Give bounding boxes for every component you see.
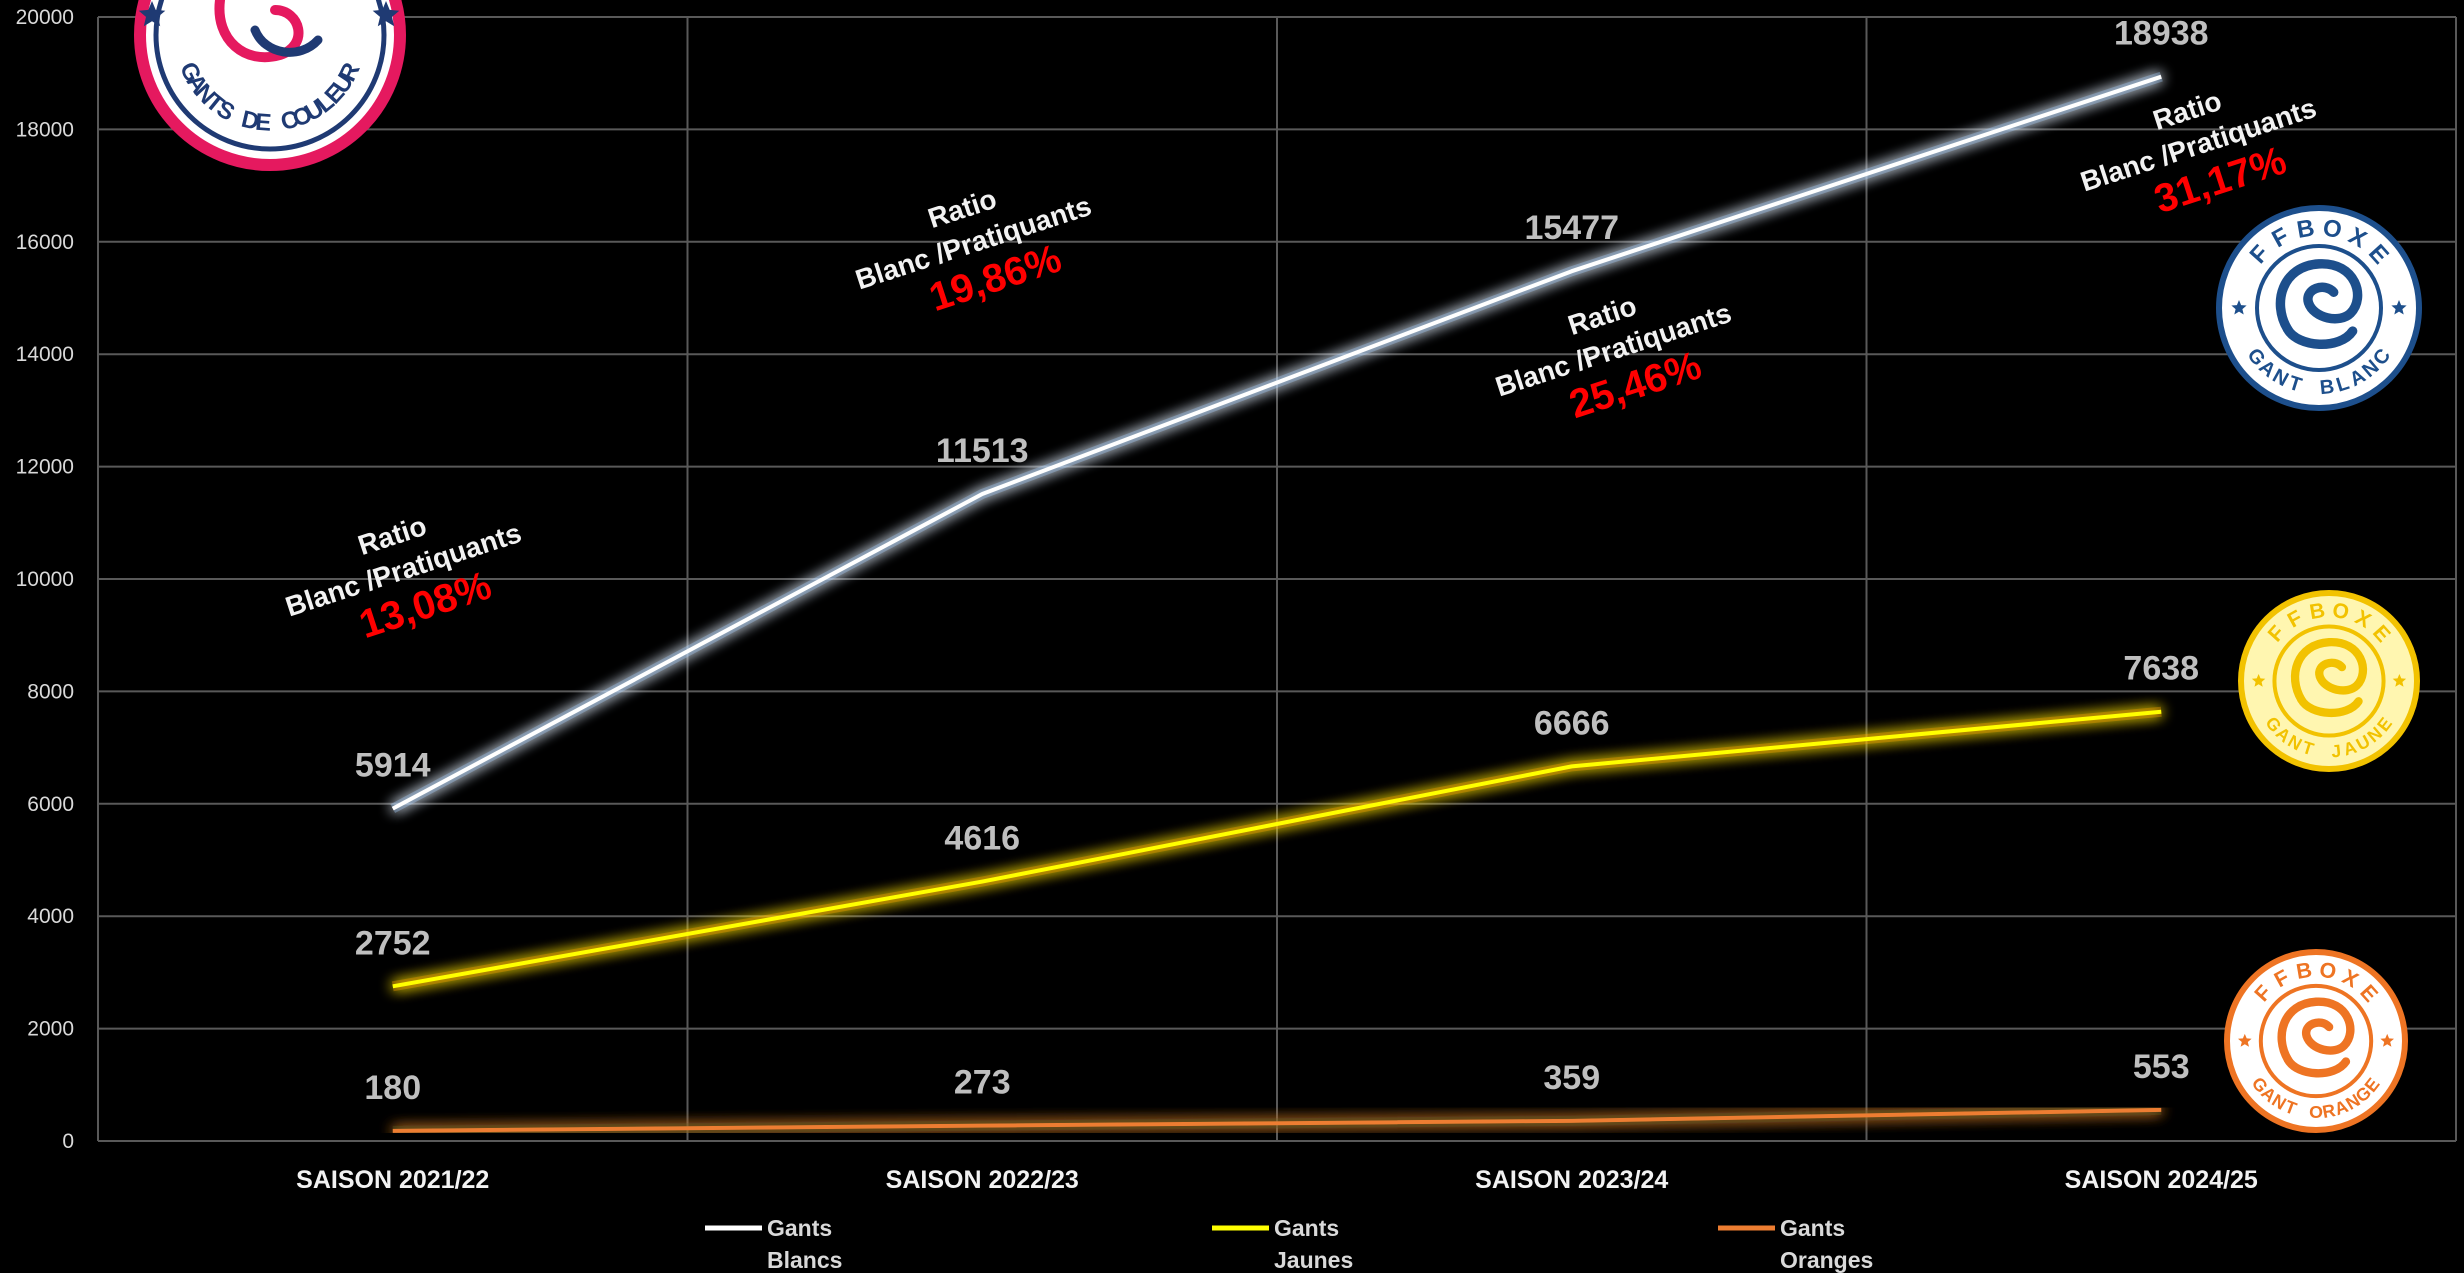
glove-stroke bbox=[2277, 997, 2355, 1064]
series-gants-blancs bbox=[390, 71, 2163, 814]
series-line bbox=[392, 709, 2162, 989]
star-icon bbox=[2380, 1033, 2394, 1047]
y-tick-label: 0 bbox=[62, 1130, 74, 1153]
y-axis-ticks: 0 2000 4000 6000 8000 10000 12000 14000 16000 180… bbox=[16, 6, 74, 1153]
legend-item: Gants Jaunes bbox=[1212, 1215, 1353, 1273]
y-tick-label: 10000 bbox=[16, 568, 74, 591]
series-lines bbox=[390, 71, 2163, 1136]
glove-icon bbox=[2277, 997, 2355, 1078]
badge-ring bbox=[2216, 205, 2422, 411]
logo-letter: B bbox=[2295, 214, 2317, 244]
data-label: 4616 bbox=[944, 820, 1020, 858]
glove-cuff bbox=[2283, 1055, 2351, 1078]
legend: Gants Blancs Gants Jaunes Gants Oranges bbox=[705, 1215, 1873, 1273]
glove-icon bbox=[2290, 638, 2368, 718]
data-label: 11513 bbox=[936, 432, 1029, 470]
logo-inner-ring bbox=[153, 0, 387, 152]
logo-letter: B bbox=[2319, 376, 2336, 399]
legend-item: Gants Oranges bbox=[1718, 1215, 1873, 1273]
series-line bbox=[392, 1107, 2162, 1133]
data-label: 273 bbox=[954, 1064, 1011, 1102]
data-labels: 5914 11513 15477 18938 2752 4616 6666 7638 180 27… bbox=[355, 15, 2209, 1107]
x-axis-categories: SAISON 2021/22 SAISON 2022/23 SAISON 2023/… bbox=[296, 1166, 2258, 1194]
glove-stroke bbox=[2275, 259, 2363, 334]
star-icon bbox=[2238, 1033, 2252, 1047]
series-gants-oranges bbox=[392, 1104, 2162, 1136]
series-gants-jaunes bbox=[391, 706, 2162, 992]
logo-ring bbox=[134, 0, 406, 171]
y-tick-label: 16000 bbox=[16, 231, 74, 254]
legend-label: Gants bbox=[1274, 1215, 1339, 1241]
legend-label: Oranges bbox=[1780, 1247, 1873, 1273]
logo-letter: O bbox=[2321, 214, 2344, 244]
glove-stroke bbox=[250, 25, 323, 57]
legend-label: Blancs bbox=[767, 1247, 842, 1273]
gridlines bbox=[97, 16, 2457, 1142]
y-tick-label: 2000 bbox=[27, 1018, 74, 1041]
data-label: 180 bbox=[364, 1069, 421, 1107]
series-line bbox=[391, 74, 2162, 811]
data-label: 2752 bbox=[355, 924, 431, 962]
data-label: 5914 bbox=[355, 747, 431, 785]
x-category-label: SAISON 2023/24 bbox=[1475, 1166, 1668, 1194]
y-tick-label: 8000 bbox=[27, 680, 74, 703]
logo-letter: J bbox=[2330, 741, 2342, 762]
badge-ring bbox=[2224, 949, 2408, 1133]
x-category-label: SAISON 2021/22 bbox=[296, 1166, 489, 1194]
data-label: 18938 bbox=[2114, 15, 2209, 53]
y-tick-label: 6000 bbox=[27, 793, 74, 816]
y-tick-label: 18000 bbox=[16, 118, 74, 141]
star-icon bbox=[372, 1, 400, 27]
badge-inner-ring bbox=[2258, 983, 2374, 1099]
data-label: 15477 bbox=[1524, 209, 1619, 247]
star-icon bbox=[2391, 300, 2407, 315]
x-category-label: SAISON 2024/25 bbox=[2065, 1166, 2258, 1194]
star-icon bbox=[2231, 300, 2247, 315]
y-tick-label: 4000 bbox=[27, 905, 74, 928]
data-label: 7638 bbox=[2123, 650, 2199, 688]
legend-label: Jaunes bbox=[1274, 1247, 1353, 1273]
logo-letter: O bbox=[2309, 1102, 2323, 1122]
y-tick-label: 12000 bbox=[16, 456, 74, 479]
glove-icon bbox=[2275, 259, 2363, 349]
logo-letter: A bbox=[2341, 737, 2359, 760]
star-icon bbox=[2251, 674, 2266, 687]
data-label: 553 bbox=[2133, 1048, 2190, 1086]
legend-label: Gants bbox=[1780, 1215, 1845, 1241]
logo-letter: R bbox=[2321, 1100, 2337, 1122]
legend-label: Gants bbox=[767, 1215, 832, 1241]
data-label: 6666 bbox=[1534, 704, 1610, 742]
logo-letter: B bbox=[2308, 599, 2327, 624]
logo-letter: B bbox=[2295, 958, 2314, 984]
star-icon bbox=[138, 1, 166, 27]
logo-letter: C bbox=[278, 106, 301, 136]
logo-letter: D bbox=[239, 106, 262, 136]
logo-letter: E bbox=[254, 109, 272, 137]
legend-item: Gants Blancs bbox=[705, 1215, 842, 1273]
badge-inner-ring bbox=[2255, 244, 2383, 372]
data-label: 359 bbox=[1543, 1059, 1600, 1097]
logo-letter: O bbox=[2331, 599, 2351, 624]
badge-ring bbox=[2238, 590, 2420, 772]
glove-cuff bbox=[2282, 324, 2358, 349]
glove-cuff bbox=[2297, 695, 2363, 718]
badge-inner-ring bbox=[2272, 624, 2386, 738]
star-icon bbox=[2392, 674, 2407, 687]
logo-letter: O bbox=[2318, 958, 2338, 984]
y-tick-label: 20000 bbox=[16, 6, 74, 29]
y-tick-label: 14000 bbox=[16, 343, 74, 366]
glove-stroke bbox=[2290, 638, 2368, 704]
x-category-label: SAISON 2022/23 bbox=[886, 1166, 1079, 1194]
